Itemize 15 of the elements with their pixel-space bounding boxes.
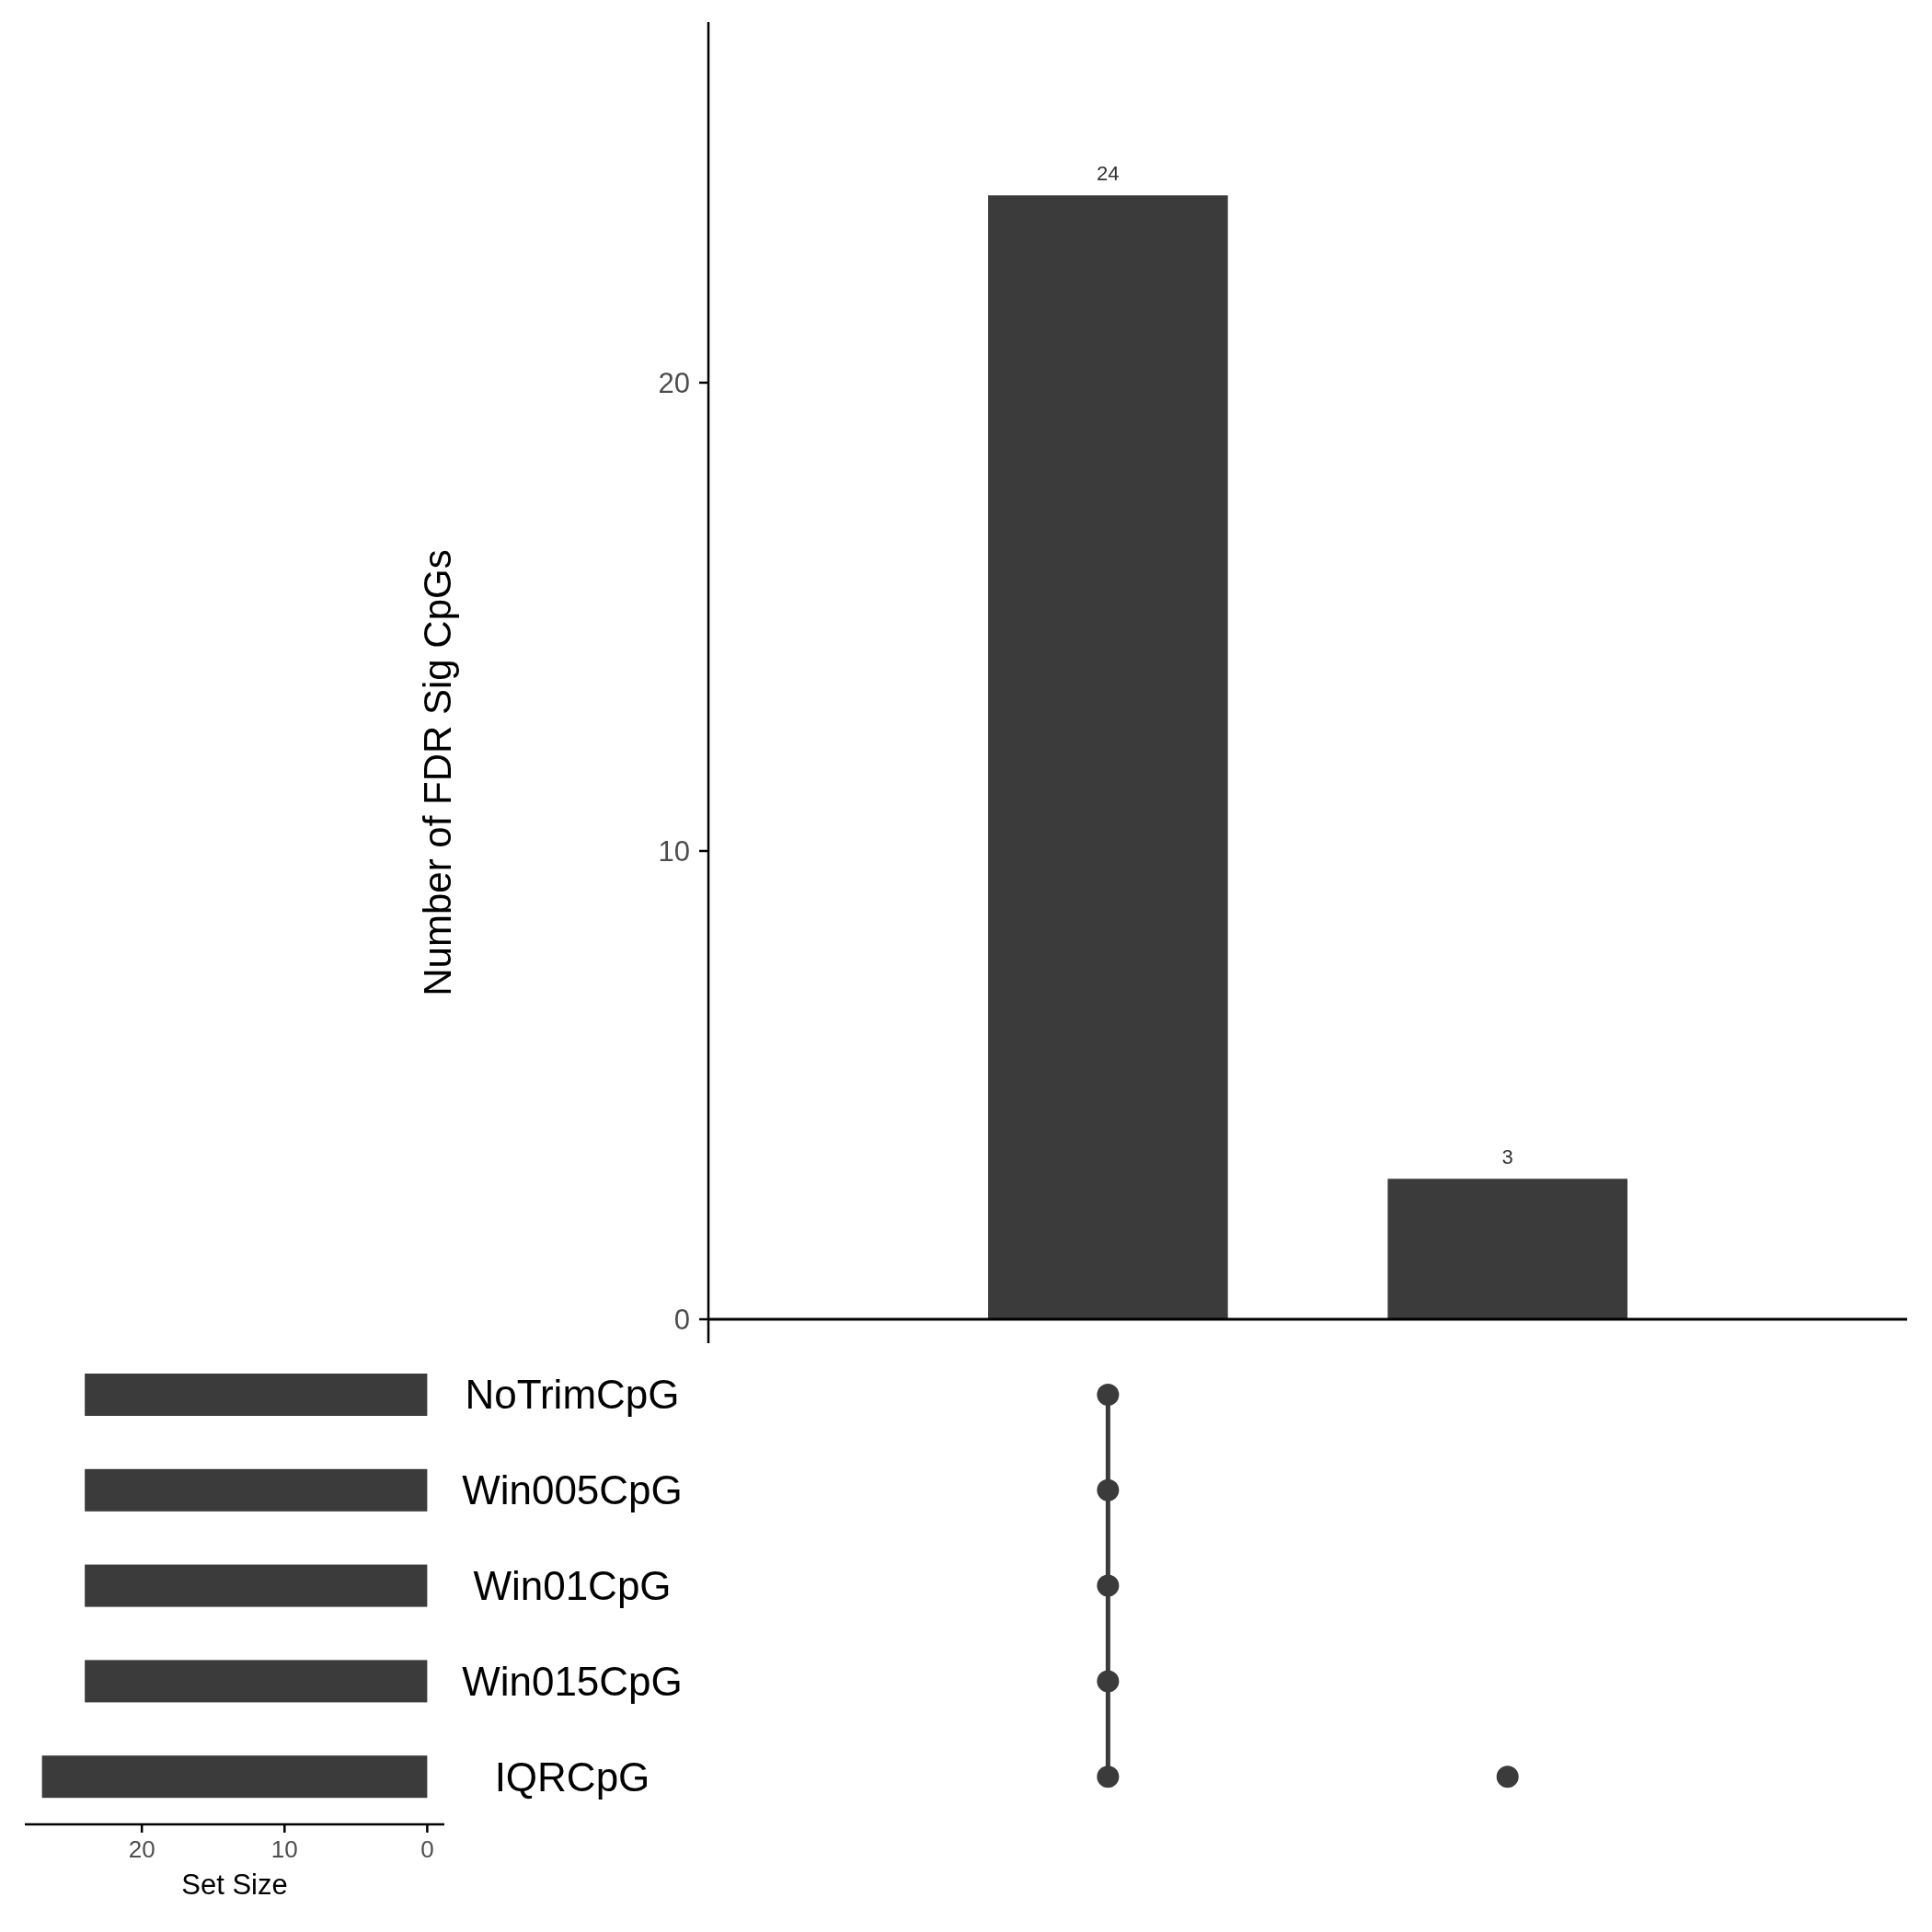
y-tick-label: 0 (673, 1303, 690, 1336)
y-tick-label: NoTrimCpG (465, 1372, 680, 1418)
y-tick-label: IQRCpG (494, 1754, 650, 1800)
y-tick-label: Win005CpG (462, 1467, 683, 1513)
y-tick-label: 10 (658, 834, 690, 868)
y-tick-label: 20 (658, 366, 690, 399)
y-tick-label: Win01CpG (473, 1563, 672, 1608)
x-axis-title: Set Size (181, 1869, 288, 1901)
x-tick-label: 0 (420, 1835, 434, 1863)
y-axis-title: Number of FDR Sig CpGs (416, 549, 459, 996)
data-label: 24 (1097, 162, 1120, 186)
x-tick-label: 10 (270, 1835, 298, 1863)
x-tick-label: 20 (128, 1835, 155, 1863)
y-tick-label: Win015CpG (462, 1658, 683, 1704)
data-label: 3 (1501, 1145, 1513, 1169)
